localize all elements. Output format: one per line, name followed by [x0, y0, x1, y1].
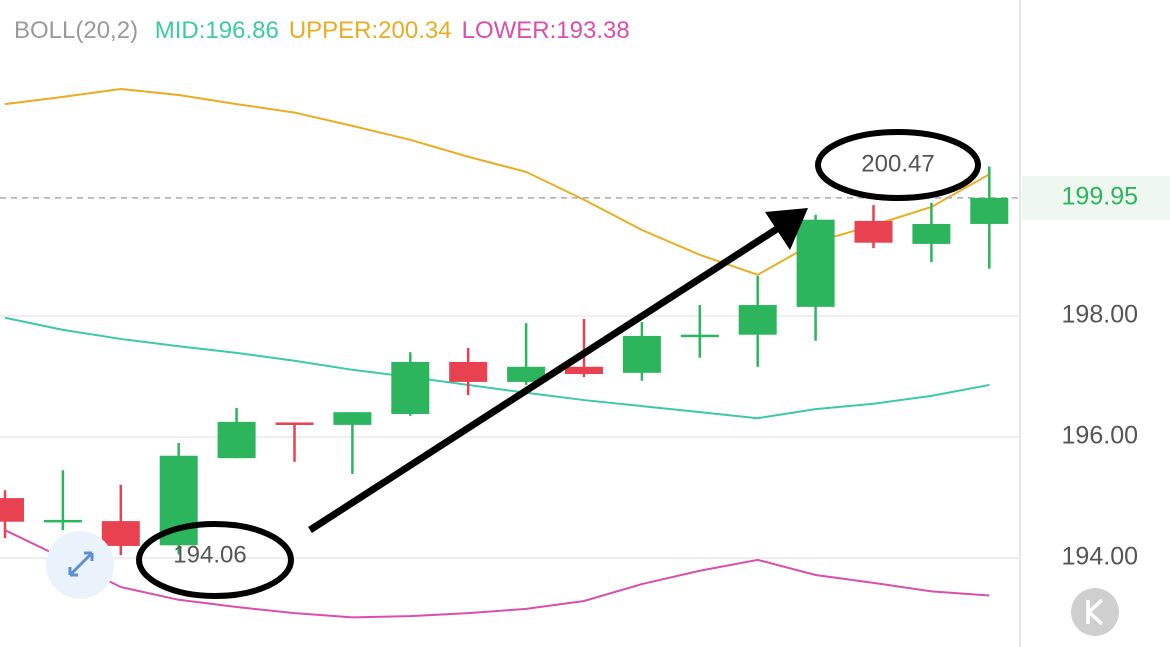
- expand-icon: [68, 551, 94, 577]
- indicator-label: UPPER:200.34: [289, 17, 452, 44]
- y-tick-label: 196.00: [1062, 422, 1138, 450]
- candle-body: [854, 220, 893, 243]
- k-button[interactable]: [1071, 588, 1119, 636]
- annotations: 200.47 194.06: [136, 129, 981, 599]
- candle-body: [738, 305, 777, 335]
- annotation-label: 200.47: [861, 150, 934, 177]
- annotation-arrow: [308, 224, 782, 533]
- candle-body: [796, 219, 835, 307]
- candle-body: [101, 521, 140, 546]
- last-price-label: 199.95: [1062, 183, 1138, 211]
- candle-body: [680, 334, 719, 338]
- arrow-head: [765, 208, 808, 250]
- indicator-label: LOWER:193.38: [462, 17, 630, 44]
- candle-body: [449, 361, 488, 382]
- plot: 199.95: [0, 87, 1170, 619]
- y-tick-label: 198.00: [1062, 301, 1138, 329]
- candle-body: [565, 366, 603, 375]
- annotation-ellipse: [815, 129, 981, 201]
- annotation-label: 194.06: [173, 541, 246, 568]
- k-icon: [1086, 598, 1104, 626]
- candle-body: [217, 421, 256, 459]
- candle-body: [0, 498, 24, 522]
- indicator-legend: BOLL(20,2) MID:196.86 UPPER:200.34 LOWER:1…: [14, 17, 630, 44]
- candle-body: [391, 361, 430, 414]
- last-price-bg: [1022, 175, 1170, 220]
- band-line: [4, 316, 990, 420]
- candle-body: [912, 223, 951, 244]
- candle-body: [43, 519, 82, 523]
- candle-body: [622, 335, 661, 373]
- y-tick-label: 194.00: [1062, 543, 1138, 571]
- candle-body: [333, 412, 372, 425]
- candle-body: [970, 197, 1009, 224]
- grid: 194.00 196.00 198.00: [0, 301, 1138, 571]
- annotation-ellipse: [136, 521, 294, 599]
- indicator-label: MID:196.86: [155, 17, 279, 44]
- candle-body: [275, 422, 314, 425]
- candle-body: [507, 366, 546, 382]
- indicator-name: BOLL(20,2): [14, 17, 138, 44]
- band-line: [4, 529, 990, 619]
